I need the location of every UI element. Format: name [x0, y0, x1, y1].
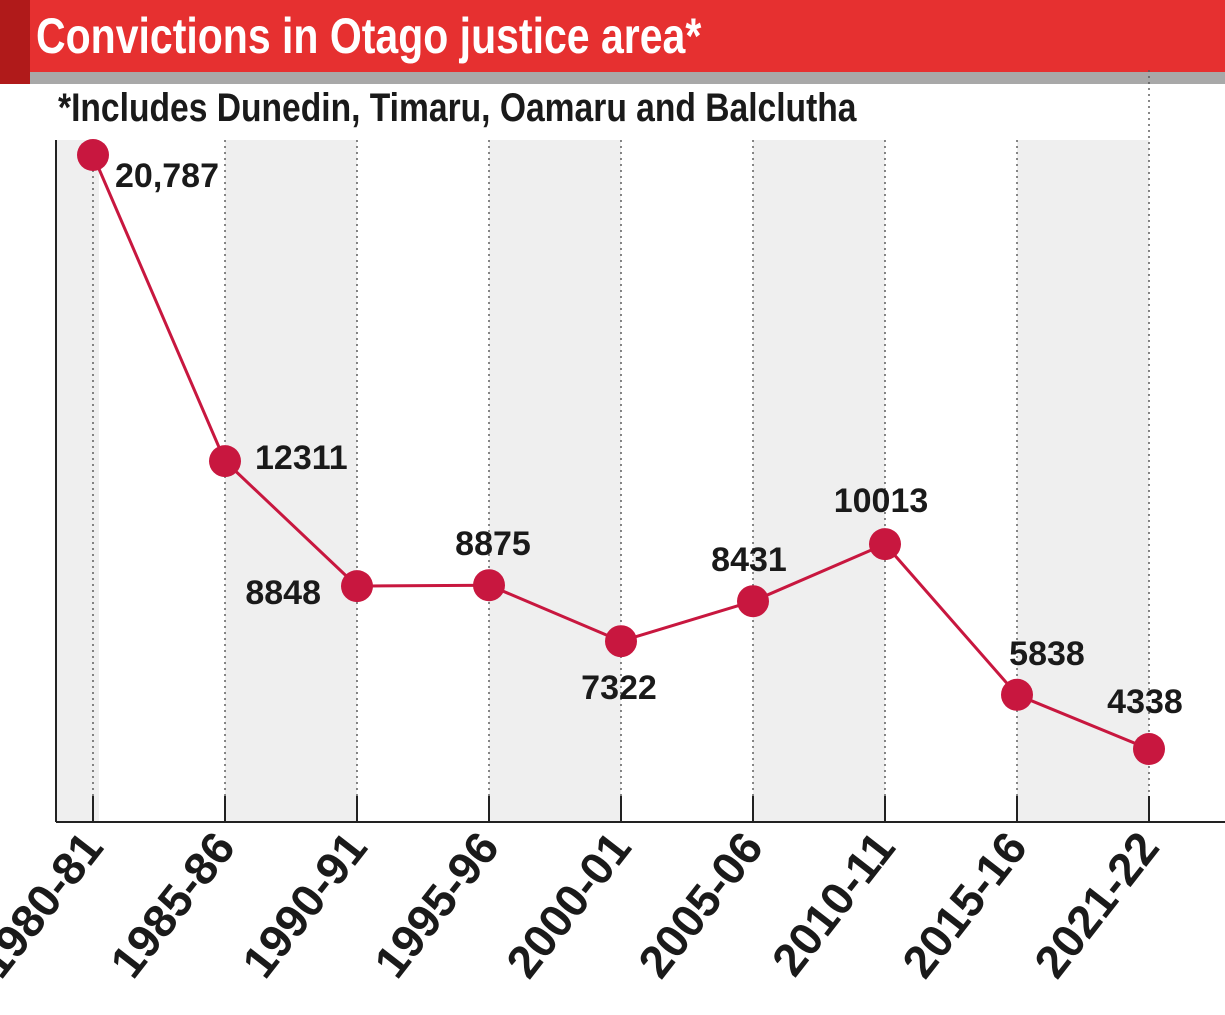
x-tick-label-2015-16: 2015-16	[892, 822, 1037, 987]
shaded-band-0	[56, 140, 99, 822]
data-point-1990-91	[341, 570, 373, 603]
data-point-1985-86	[209, 445, 241, 478]
data-label-2005-06: 8431	[711, 541, 787, 579]
shaded-bands	[56, 140, 1149, 822]
data-point-2015-16	[1001, 678, 1033, 711]
x-tick-label-2010-11: 2010-11	[762, 822, 905, 985]
data-point-2005-06	[737, 585, 769, 618]
data-point-2010-11	[869, 528, 901, 561]
data-points	[77, 139, 1165, 765]
data-point-1980-81	[77, 139, 109, 171]
shaded-band-4	[1017, 140, 1149, 822]
data-point-2000-01	[605, 625, 637, 658]
data-label-2021-22: 4338	[1107, 683, 1183, 721]
data-label-1995-96: 8875	[455, 525, 531, 563]
x-tick-label-1990-91: 1990-91	[232, 822, 377, 987]
chart-subtitle: *Includes Dunedin, Timaru, Oamaru and Ba…	[58, 86, 857, 130]
x-tick-label-2005-06: 2005-06	[628, 822, 773, 987]
data-label-2015-16: 5838	[1009, 635, 1085, 673]
x-tick-label-2021-22: 2021-22	[1024, 822, 1169, 987]
x-tick-label-2000-01: 2000-01	[496, 822, 641, 987]
data-point-1995-96	[473, 569, 505, 602]
shaded-band-2	[489, 140, 621, 822]
data-point-2021-22	[1133, 733, 1165, 765]
banner-accent	[0, 0, 30, 84]
data-labels: 20,787 12311 8848 8875 7322 8431 10013 5838 4338	[115, 157, 1183, 721]
chart-title: Convictions in Otago justice area*	[36, 8, 702, 64]
data-label-1985-86: 12311	[255, 439, 348, 477]
data-label-2000-01: 7322	[581, 669, 657, 707]
axes	[55, 140, 1225, 823]
x-tick-label-1980-81: 1980-81	[0, 822, 113, 987]
x-tick-label-1995-96: 1995-96	[364, 822, 509, 987]
data-label-1990-91: 8848	[245, 574, 321, 612]
data-label-2010-11: 10013	[834, 482, 929, 520]
title-banner: Convictions in Otago justice area*	[0, 0, 1225, 84]
x-tick-label-1985-86: 1985-86	[100, 822, 245, 987]
shaded-band-3	[753, 140, 885, 822]
banner-face	[26, 0, 1225, 72]
x-tick-labels: 1980-811985-861990-911995-962000-012005-…	[0, 822, 1169, 987]
data-label-1980-81: 20,787	[115, 157, 219, 195]
